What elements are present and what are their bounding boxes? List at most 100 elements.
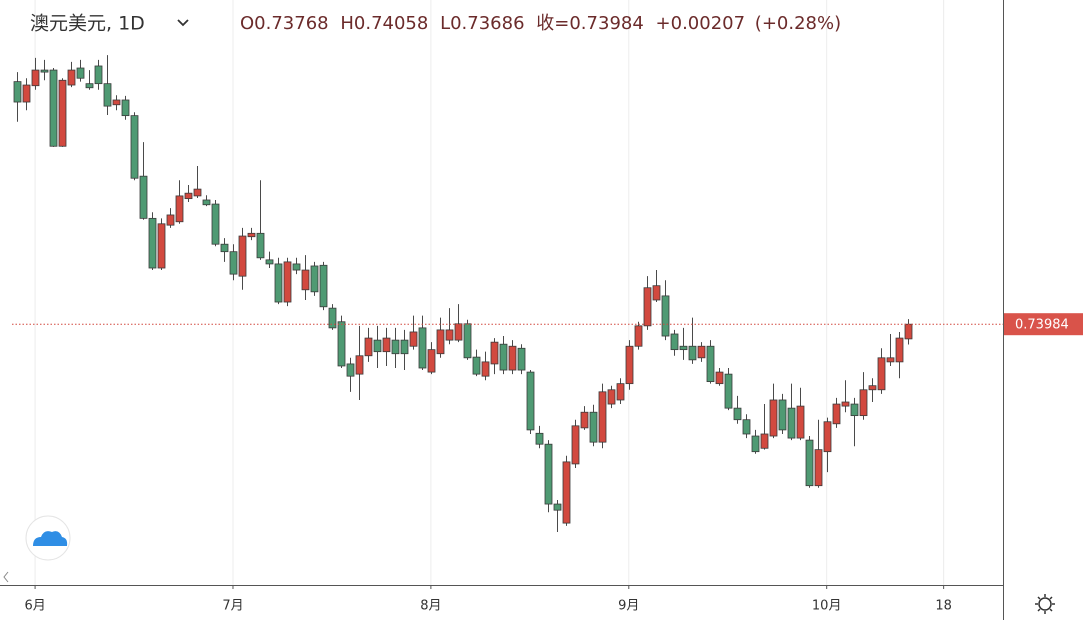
candle-body: [823, 421, 832, 453]
candle-body: [652, 285, 661, 301]
candle-body: [877, 357, 886, 391]
candle-body: [67, 69, 76, 86]
candle-body: [391, 339, 400, 355]
candle-body: [778, 399, 787, 431]
x-tick-label: 6月: [24, 599, 45, 614]
candle-body: [211, 203, 220, 245]
candle-body: [715, 371, 724, 385]
candle-body: [409, 331, 418, 347]
candle-body: [130, 115, 139, 179]
interval-chevron[interactable]: [177, 19, 189, 27]
candle-body: [481, 361, 490, 377]
candle-body: [805, 439, 814, 487]
candle-body: [346, 363, 355, 377]
candle-body: [355, 355, 364, 375]
candle-body: [688, 345, 697, 361]
candle-body: [247, 232, 256, 238]
candle-body: [886, 357, 895, 363]
candle-body: [292, 263, 301, 271]
x-tick-label: 7月: [222, 599, 243, 614]
candle-body: [814, 449, 823, 487]
legend-change: +0.00207: [656, 13, 746, 34]
candle-body: [832, 403, 841, 425]
candle-body: [400, 339, 409, 355]
candle-body: [265, 259, 274, 265]
settings-teeth[interactable]: [1035, 594, 1055, 614]
candle-body: [787, 407, 796, 439]
candle-body: [382, 337, 391, 353]
candle-body: [13, 81, 22, 103]
candle-body: [580, 411, 589, 429]
candle-body: [670, 333, 679, 351]
x-tick-label: 18: [935, 599, 952, 614]
candle-body: [94, 65, 103, 85]
candle-body: [517, 347, 526, 371]
settings-icon[interactable]: [1035, 594, 1055, 614]
logo-cloud[interactable]: [33, 531, 68, 546]
ohlc-legend: O0.73768 H0.74058 L0.73686 收=0.73984 +0.…: [240, 13, 841, 34]
candle-body: [526, 371, 535, 431]
candle-body: [904, 323, 913, 340]
candle-body: [472, 356, 481, 375]
legend-label: L: [440, 13, 450, 34]
candle-body: [697, 345, 706, 359]
candle-body: [796, 405, 805, 439]
settings-gear[interactable]: [1038, 597, 1052, 611]
candle-body: [58, 79, 67, 147]
candle-body: [562, 461, 571, 524]
candle-body: [49, 69, 58, 147]
candle-body: [760, 433, 769, 449]
candle-body: [157, 223, 166, 269]
candle-body: [148, 217, 157, 269]
candle-body: [850, 403, 859, 417]
plot: [12, 0, 1003, 585]
candle-body: [724, 373, 733, 409]
candle-body: [76, 67, 85, 79]
legend-value: 0.73686: [450, 13, 524, 34]
candle-body: [85, 83, 94, 89]
candle-body: [175, 195, 184, 223]
x-tick-label: 8月: [420, 599, 441, 614]
chart-title[interactable]: 澳元美元, 1D: [30, 13, 145, 35]
legend-value: 0.73768: [254, 13, 328, 34]
candle-body: [256, 232, 265, 259]
candle-body: [445, 329, 454, 341]
candle-body: [427, 349, 436, 373]
scroll-left[interactable]: [3, 571, 9, 583]
candle-body: [661, 295, 670, 337]
candle-body: [643, 287, 652, 327]
logo[interactable]: [25, 515, 71, 561]
candle-body: [229, 251, 238, 275]
candle-body: [319, 264, 328, 308]
candle-body: [553, 503, 562, 511]
candle-body: [283, 261, 292, 303]
candle-body: [535, 432, 544, 445]
last-price-label: 0.73984: [1015, 318, 1069, 333]
candle-body: [274, 263, 283, 303]
candle-body: [337, 321, 346, 367]
legend-label: 收=: [536, 13, 569, 34]
candle-body: [184, 192, 193, 200]
candle-body: [841, 401, 850, 407]
candle-body: [742, 419, 751, 435]
candle-body: [463, 323, 472, 359]
candle-body: [112, 99, 121, 106]
candle-body: [544, 443, 553, 505]
candle-body: [895, 337, 904, 363]
candle-body: [31, 69, 40, 87]
candle-body: [769, 399, 778, 437]
candle-body: [634, 325, 643, 347]
candle-body: [598, 391, 607, 443]
x-tick-label: 10月: [812, 599, 842, 614]
candle-body: [571, 425, 580, 465]
candle-body: [220, 243, 229, 253]
candle-body: [454, 323, 463, 341]
candle-body: [589, 411, 598, 443]
candle-body: [364, 337, 373, 357]
candle-body: [733, 407, 742, 421]
legend-value: 0.73984: [569, 13, 643, 34]
candle-body: [751, 435, 760, 453]
